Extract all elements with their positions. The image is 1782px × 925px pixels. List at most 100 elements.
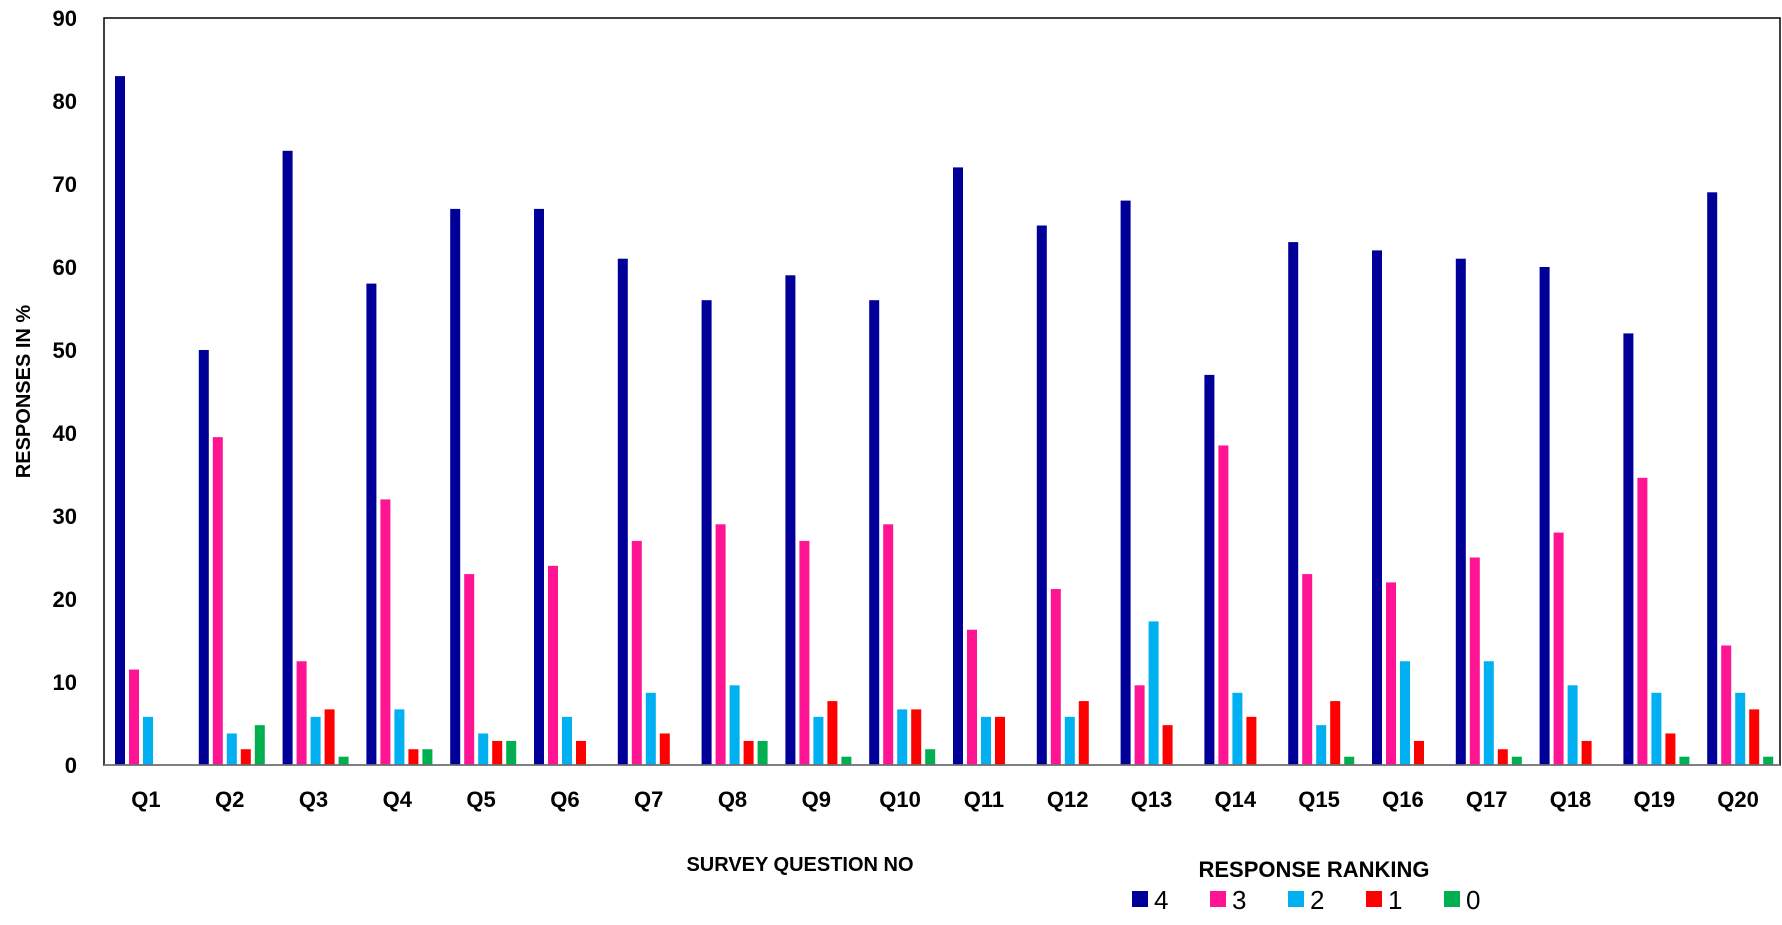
bar-q14-rank-4	[1204, 374, 1215, 765]
bar-q12-rank-4	[1036, 225, 1047, 765]
bar-q16-rank-1	[1414, 740, 1424, 765]
bar-q1-rank-4	[115, 76, 125, 766]
bar-q1-rank-3	[129, 669, 139, 765]
x-tick-label: Q5	[466, 787, 495, 812]
y-tick-label: 40	[53, 421, 77, 446]
x-tick-label: Q15	[1298, 787, 1340, 812]
bar-q8-rank-4	[701, 300, 712, 765]
bar-q12-rank-1	[1078, 701, 1089, 765]
bar-q4-rank-1	[408, 749, 419, 765]
bar-q2-rank-1	[240, 749, 251, 765]
bar-q11-rank-1	[995, 716, 1005, 765]
bar-q13-rank-3	[1134, 685, 1145, 765]
bar-q5-rank-0	[506, 740, 517, 765]
bar-q6-rank-4	[534, 208, 544, 765]
bar-q12-rank-2	[1064, 716, 1075, 765]
x-tick-label: Q7	[634, 787, 663, 812]
bar-q10-rank-1	[911, 709, 922, 765]
bar-q19-rank-2	[1651, 692, 1662, 765]
bar-q10-rank-2	[897, 709, 908, 765]
bar-q20-rank-1	[1749, 709, 1760, 765]
y-tick-label: 80	[53, 89, 77, 114]
bar-q15-rank-1	[1330, 701, 1341, 765]
bar-q7-rank-4	[617, 258, 628, 765]
bar-q17-rank-0	[1511, 756, 1522, 765]
bar-q5-rank-1	[492, 740, 503, 765]
bar-q7-rank-3	[631, 540, 642, 765]
legend-label-1: 1	[1388, 885, 1402, 915]
bar-q2-rank-4	[198, 350, 209, 765]
bar-q9-rank-0	[841, 756, 852, 765]
x-tick-label: Q3	[299, 787, 328, 812]
y-tick-label: 10	[53, 670, 77, 695]
bar-q17-rank-1	[1497, 749, 1508, 765]
bar-q3-rank-1	[324, 709, 335, 765]
y-tick-label: 50	[53, 338, 77, 363]
y-axis-ticks: 0 10 20 30 40 50 60 70 80 90	[53, 6, 77, 778]
bar-q9-rank-1	[827, 701, 838, 765]
bar-q7-rank-2	[645, 692, 656, 765]
bar-q7-rank-1	[659, 733, 670, 765]
bar-q5-rank-3	[464, 574, 475, 765]
bar-q3-rank-0	[338, 756, 349, 765]
bar-q11-rank-2	[981, 716, 991, 765]
bar-q4-rank-3	[380, 499, 391, 765]
bar-q14-rank-1	[1246, 716, 1257, 765]
bar-q2-rank-2	[226, 733, 237, 765]
plot-area-border	[103, 17, 1781, 766]
x-axis-title: SURVEY QUESTION NO	[686, 854, 913, 876]
bars-layer	[115, 76, 1774, 766]
x-tick-label: Q16	[1382, 787, 1424, 812]
bar-q20-rank-3	[1721, 645, 1732, 765]
bar-q3-rank-3	[296, 661, 307, 765]
bar-q15-rank-0	[1344, 756, 1355, 765]
legend-title: RESPONSE RANKING	[1198, 857, 1429, 882]
bar-q5-rank-4	[450, 208, 461, 765]
bar-q6-rank-3	[548, 565, 558, 765]
x-tick-label: Q6	[550, 787, 579, 812]
bar-q13-rank-2	[1148, 621, 1159, 765]
x-tick-label: Q18	[1550, 787, 1592, 812]
bar-q10-rank-0	[925, 749, 936, 765]
bar-q17-rank-4	[1455, 258, 1466, 765]
bar-q11-rank-4	[953, 167, 963, 765]
bar-q18-rank-2	[1567, 685, 1578, 765]
x-tick-label: Q2	[215, 787, 244, 812]
bar-q20-rank-2	[1735, 692, 1746, 765]
bar-q19-rank-4	[1623, 333, 1634, 765]
bar-q2-rank-3	[212, 437, 223, 765]
bar-q15-rank-3	[1302, 574, 1313, 765]
bar-q4-rank-2	[394, 709, 405, 765]
bar-q9-rank-2	[813, 716, 824, 765]
x-tick-label: Q11	[964, 787, 1004, 812]
y-tick-label: 20	[53, 587, 77, 612]
bar-q16-rank-3	[1386, 582, 1396, 765]
bar-q13-rank-4	[1120, 200, 1131, 766]
bar-q18-rank-1	[1581, 740, 1592, 765]
x-axis-ticks: Q1 Q2 Q3 Q4 Q5 Q6 Q7 Q8 Q9 Q10 Q11 Q12 Q13 Q14 Q15 Q16 Q…	[131, 787, 1759, 812]
bar-q15-rank-4	[1288, 242, 1299, 766]
x-tick-label: Q1	[131, 787, 160, 812]
bar-q11-rank-3	[967, 629, 977, 765]
bar-q16-rank-2	[1400, 661, 1410, 765]
bar-q8-rank-2	[729, 685, 740, 765]
bar-q12-rank-3	[1050, 589, 1061, 765]
legend-label-0: 0	[1466, 885, 1480, 915]
bar-q14-rank-3	[1218, 445, 1229, 765]
bar-q6-rank-2	[562, 716, 572, 765]
bar-q16-rank-4	[1372, 250, 1382, 765]
bar-q6-rank-1	[576, 740, 586, 765]
bar-q17-rank-3	[1469, 557, 1480, 765]
y-tick-label: 0	[65, 753, 77, 778]
x-tick-label: Q14	[1215, 787, 1257, 812]
bar-q15-rank-2	[1316, 725, 1327, 765]
x-tick-label: Q4	[383, 787, 413, 812]
bar-q8-rank-0	[757, 740, 768, 765]
legend-swatch-1	[1366, 891, 1382, 907]
x-tick-label: Q13	[1131, 787, 1173, 812]
x-tick-label: Q10	[879, 787, 921, 812]
bar-q4-rank-0	[422, 749, 433, 765]
x-tick-label: Q9	[802, 787, 831, 812]
